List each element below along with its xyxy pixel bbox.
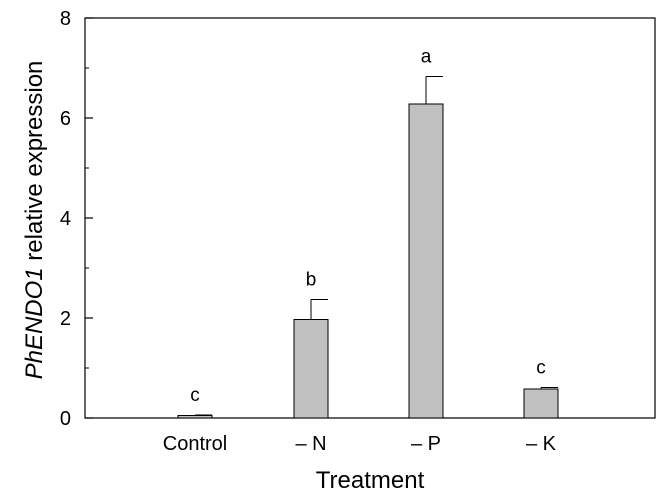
x-axis-tick-labels: Control – N – P – K <box>163 433 557 455</box>
y-axis-tick-labels: 0 2 4 6 8 <box>60 8 71 430</box>
significance-letter: a <box>421 47 432 68</box>
x-axis-title: Treatment <box>316 467 425 494</box>
x-tick-label: – P <box>411 433 441 455</box>
x-tick-label: Control <box>163 433 227 455</box>
y-tick-label: 8 <box>60 8 71 30</box>
x-tick-label: – K <box>526 433 557 455</box>
y-tick-label: 0 <box>60 408 71 430</box>
bar <box>293 319 329 419</box>
x-tick-label: – N <box>295 433 326 455</box>
y-axis-title: PhENDO1 relative expression <box>21 61 48 380</box>
significance-letter: c <box>190 385 200 406</box>
significance-letter: c <box>536 358 546 379</box>
bar <box>408 103 444 419</box>
plot-area-frame <box>84 17 656 419</box>
y-axis-ticks <box>85 17 93 419</box>
y-axis-title-text: relative expression <box>21 61 48 268</box>
y-tick-label: 4 <box>60 208 71 230</box>
error-bars <box>194 76 558 416</box>
bar <box>177 415 213 419</box>
y-axis-title-gene: PhENDO1 <box>21 267 48 379</box>
significance-letters: c b a c <box>190 47 546 407</box>
bar <box>523 388 559 419</box>
y-tick-label: 6 <box>60 108 71 130</box>
significance-letter: b <box>306 270 317 291</box>
bars <box>177 103 559 419</box>
y-tick-label: 2 <box>60 308 71 330</box>
